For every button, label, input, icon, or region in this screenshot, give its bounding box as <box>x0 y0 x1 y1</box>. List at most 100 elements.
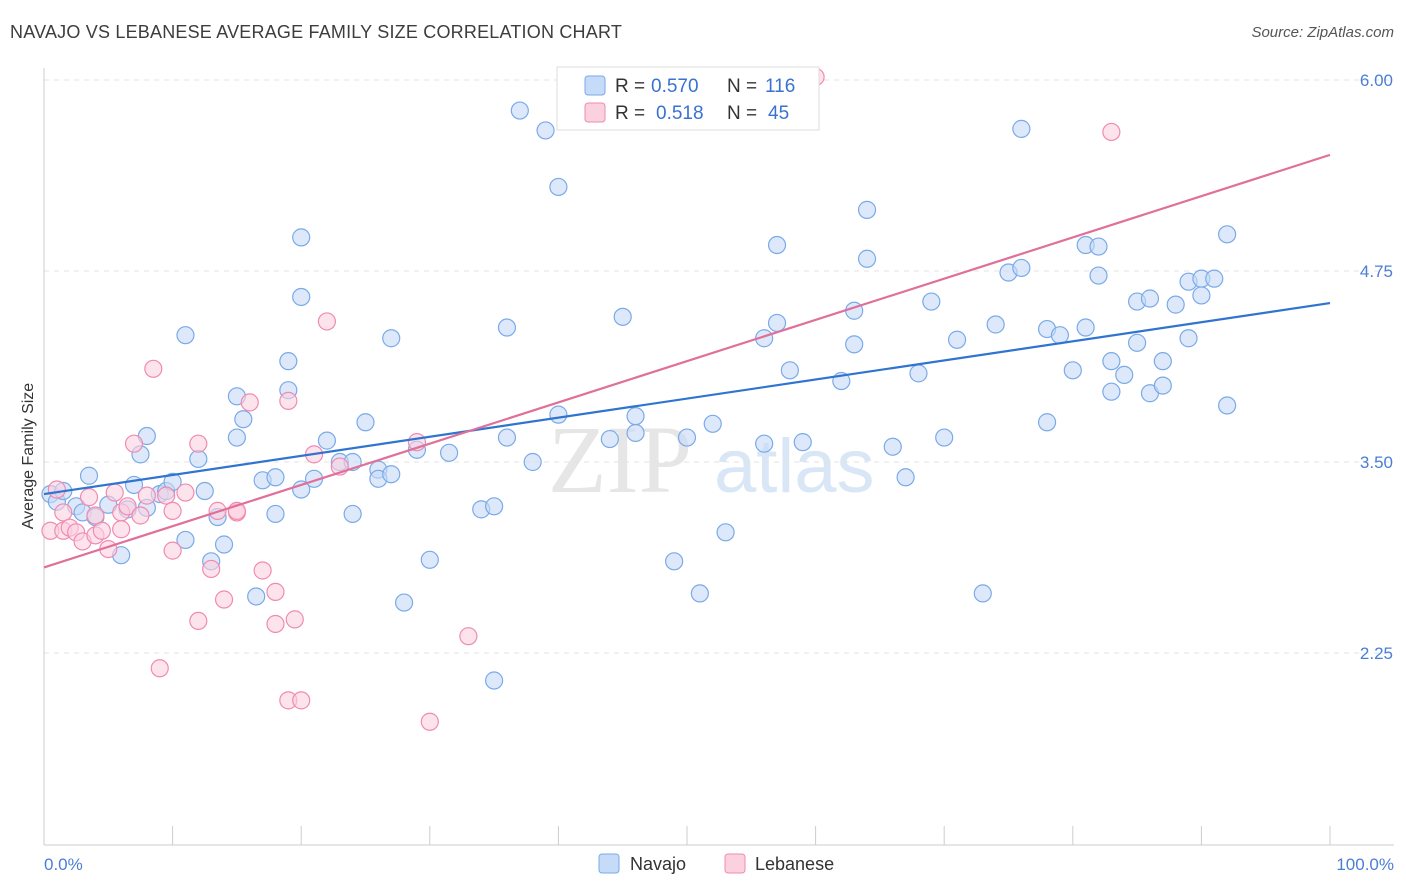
navajo-point <box>857 200 877 219</box>
navajo-point <box>922 292 941 311</box>
x-ticks <box>172 826 1331 845</box>
lebanese-point <box>124 434 144 453</box>
lebanese-point <box>240 393 259 412</box>
gridlines <box>44 79 1394 654</box>
navajo-point <box>343 504 362 524</box>
navajo-point <box>793 433 812 452</box>
navajo-point <box>227 428 246 447</box>
navajo-point <box>1192 286 1211 305</box>
navajo-point <box>189 449 208 469</box>
navajo-point <box>523 452 542 472</box>
navajo-point <box>845 335 864 354</box>
navajo-point <box>986 315 1005 334</box>
x-tick-label-min: 0.0% <box>44 855 83 874</box>
navajo-point <box>279 352 298 371</box>
y-tick-label: 6.00 <box>1360 71 1393 90</box>
navajo-point <box>857 249 877 268</box>
navajo-point <box>626 423 645 443</box>
navajo-point <box>1102 382 1121 401</box>
chart-title: NAVAJO VS LEBANESE AVERAGE FAMILY SIZE C… <box>10 22 623 42</box>
lebanese-point <box>144 359 163 378</box>
lebanese-point <box>131 506 150 525</box>
legend-swatch-navajo <box>584 75 606 96</box>
lebanese-point <box>163 541 182 560</box>
navajo-point <box>909 364 928 383</box>
navajo-point <box>1012 119 1031 138</box>
navajo-point <box>394 593 414 612</box>
navajo-point <box>1076 318 1095 337</box>
navajo-point <box>382 465 401 484</box>
lebanese-point <box>266 614 285 634</box>
bottom-legend-navajo: Navajo <box>630 854 686 874</box>
navajo-point <box>600 429 619 449</box>
navajo-point <box>1050 326 1070 345</box>
bottom-legend-lebanese: Lebanese <box>755 854 834 874</box>
y-tick-label: 3.50 <box>1360 453 1393 472</box>
lebanese-point <box>47 480 66 499</box>
navajo-point <box>317 431 337 450</box>
navajo-point <box>883 437 902 456</box>
lebanese-point <box>79 488 99 507</box>
y-tick-label: 2.25 <box>1360 644 1393 663</box>
lebanese-point <box>292 691 311 710</box>
legend-n-label-lebanese: N = <box>727 103 757 124</box>
navajo-point <box>1037 413 1057 432</box>
navajo-point <box>79 466 99 485</box>
navajo-point <box>1153 376 1172 395</box>
axes <box>43 68 1394 846</box>
navajo-point <box>266 468 285 487</box>
legend-n-value-lebanese: 45 <box>768 103 789 124</box>
navajo-point <box>247 587 266 606</box>
series-legend: Navajo Lebanese <box>598 853 834 874</box>
y-tick-label: 4.75 <box>1360 262 1393 281</box>
lebanese-point <box>279 391 298 410</box>
navajo-point <box>1205 269 1224 288</box>
navajo-point <box>485 671 504 690</box>
legend-swatch-lebanese <box>584 102 606 123</box>
navajo-point <box>1127 333 1147 352</box>
lebanese-point <box>54 503 73 522</box>
navajo-point <box>767 235 787 255</box>
navajo-point <box>266 504 285 524</box>
lebanese-point <box>150 659 169 678</box>
series-lebanese <box>41 67 1121 731</box>
navajo-point <box>549 177 568 197</box>
navajo-point <box>665 552 684 571</box>
navajo-point <box>1089 266 1108 285</box>
navajo-point <box>497 428 517 447</box>
navajo-point <box>1012 258 1031 278</box>
legend-r-label-navajo: R = <box>615 76 645 97</box>
watermark-atlas: atlas <box>714 424 875 509</box>
navajo-point <box>690 584 709 603</box>
lebanese-point <box>202 559 221 579</box>
navajo-point <box>1179 329 1198 348</box>
lebanese-point <box>105 483 124 502</box>
navajo-point <box>292 228 311 247</box>
bottom-legend-swatch-lebanese <box>724 853 746 874</box>
lebanese-point <box>189 611 208 631</box>
navajo-point <box>195 481 214 501</box>
navajo-point <box>234 410 253 429</box>
navajo-point <box>767 313 787 333</box>
lebanese-point <box>157 486 176 505</box>
navajo-point <box>176 530 195 550</box>
navajo-point <box>549 405 568 424</box>
navajo-point <box>626 407 645 426</box>
lebanese-point <box>317 312 337 331</box>
x-tick-label-max: 100.0% <box>1336 855 1394 874</box>
navajo-point <box>1089 237 1108 256</box>
lebanese-point <box>459 627 478 646</box>
stats-legend: R = 0.570 N = 116 R = 0.518 N = 45 <box>556 66 820 131</box>
lebanese-point <box>253 561 272 580</box>
lebanese-point <box>189 434 208 453</box>
navajo-point <box>613 307 632 326</box>
lebanese-point <box>176 483 195 502</box>
lebanese-point <box>137 486 156 505</box>
navajo-point <box>1218 225 1237 244</box>
lebanese-point <box>92 521 111 540</box>
navajo-point <box>1063 361 1082 380</box>
trend-lines <box>43 153 1331 569</box>
navajo-point <box>536 121 555 140</box>
lebanese-point <box>163 501 182 520</box>
